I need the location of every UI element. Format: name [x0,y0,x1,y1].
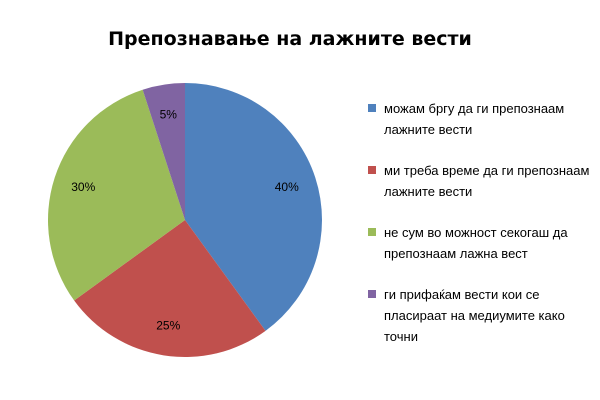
legend-item: ги прифаќам вести кои се пласираат на ме… [366,284,590,347]
legend-label: можам бргу да ги препознаам лажните вест… [384,101,565,137]
slice-value-label: 30% [71,180,95,194]
slice-value-label: 40% [275,180,299,194]
legend: можам бргу да ги препознаам лажните вест… [366,98,590,347]
legend-swatch [368,228,376,236]
chart-title: Препознавање на лажните вести [108,28,472,50]
legend-swatch [368,290,376,298]
legend-label: ги прифаќам вести кои се пласираат на ме… [384,287,565,344]
pie-slice-0 [185,83,322,331]
slice-value-label: 25% [156,319,180,333]
legend-swatch [368,166,376,174]
legend-item: можам бргу да ги препознаам лажните вест… [366,98,590,140]
legend-item: не сум во можност секогаш да препознаам … [366,222,590,264]
legend-item: ми треба време да ги препознаам лажните … [366,160,590,202]
legend-label: не сум во можност секогаш да препознаам … [384,225,568,261]
pie-slice-3 [142,83,185,220]
pie-slice-2 [47,89,185,301]
legend-label: ми треба време да ги препознаам лажните … [384,163,590,199]
legend-swatch [368,104,376,112]
pie-slice-1 [74,220,266,358]
slice-value-label: 5% [160,107,178,121]
